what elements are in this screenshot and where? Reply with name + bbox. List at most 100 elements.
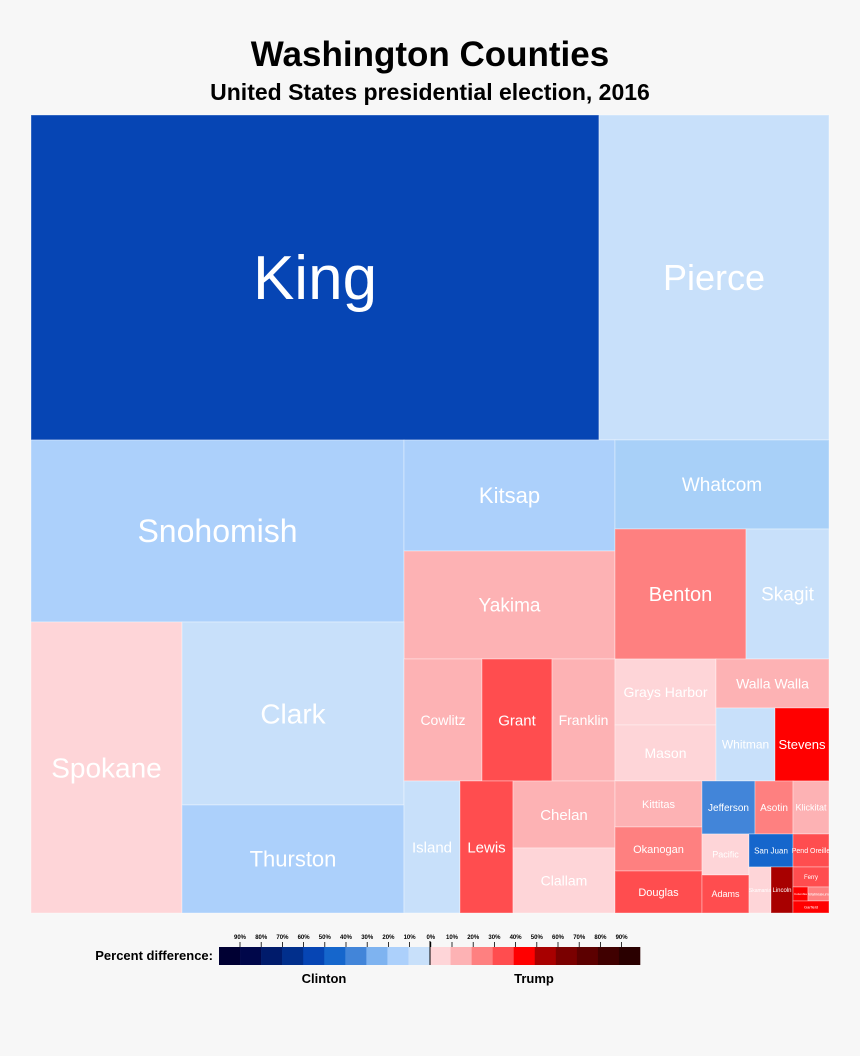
county-cell-mason bbox=[614, 724, 717, 782]
county-cell-san-juan bbox=[748, 833, 794, 868]
county-cell-franklin bbox=[551, 658, 616, 782]
county-label-snohomish: Snohomish bbox=[137, 513, 297, 549]
county-cell-pierce bbox=[598, 114, 830, 441]
legend-tick-label: 50% bbox=[531, 935, 544, 941]
county-label-lincoln: Lincoln bbox=[772, 888, 791, 894]
county-cell-garfield bbox=[792, 900, 830, 914]
county-cell-clallam bbox=[512, 847, 616, 914]
county-label-kitsap: Kitsap bbox=[479, 483, 540, 508]
legend-swatch bbox=[324, 947, 346, 965]
legend-tick-label: 70% bbox=[276, 935, 289, 941]
county-label-yakima: Yakima bbox=[479, 596, 541, 617]
county-cell-clark bbox=[181, 621, 405, 806]
treemap-cells: King Pierce Snohomish Kitsap Whatcom Yakima Be… bbox=[30, 114, 831, 914]
legend-swatch bbox=[513, 947, 536, 965]
county-label-kittitas: Kittitas bbox=[642, 799, 676, 811]
county-label-okanogan: Okanogan bbox=[633, 844, 684, 856]
county-label-pacific: Pacific bbox=[712, 850, 739, 860]
legend-tick-label: 30% bbox=[488, 935, 501, 941]
legend-swatch bbox=[303, 947, 325, 965]
legend-clinton-label: Clinton bbox=[302, 971, 347, 986]
legend-tick-label: 30% bbox=[361, 935, 374, 941]
county-cell-snohomish bbox=[30, 439, 405, 623]
county-cell-cowlitz bbox=[403, 658, 483, 782]
legend-trump-label: Trump bbox=[514, 971, 554, 986]
county-label-clallam: Clallam bbox=[541, 872, 588, 888]
county-cell-island bbox=[403, 780, 461, 914]
county-cell-king bbox=[30, 114, 600, 441]
legend-swatch bbox=[408, 947, 430, 965]
county-cell-lewis bbox=[459, 780, 514, 914]
legend-tick-label: 20% bbox=[467, 935, 480, 941]
county-label-walla-walla: Walla Walla bbox=[736, 675, 809, 691]
legend-tick-label: 40% bbox=[340, 935, 353, 941]
county-label-klickitat: Klickitat bbox=[795, 803, 827, 813]
county-label-cowlitz: Cowlitz bbox=[420, 712, 465, 728]
county-cell-yakima bbox=[403, 550, 616, 660]
legend-label: Percent difference: bbox=[95, 948, 213, 963]
legend-swatch bbox=[597, 947, 620, 965]
county-label-grays-harbor: Grays Harbor bbox=[623, 684, 707, 700]
county-cell-grant bbox=[481, 658, 553, 782]
county-label-grant: Grant bbox=[498, 712, 536, 729]
legend-swatch bbox=[618, 947, 641, 965]
legend-swatch bbox=[240, 947, 262, 965]
county-label-mason: Mason bbox=[644, 745, 686, 761]
legend-swatch bbox=[261, 947, 283, 965]
legend-tick-label: 0% bbox=[426, 935, 435, 941]
county-cell-whitman bbox=[715, 707, 776, 782]
legend-swatch bbox=[282, 947, 304, 965]
county-label-jefferson: Jefferson bbox=[708, 803, 749, 814]
county-cell-stevens bbox=[774, 707, 830, 782]
legend-tick-label: 70% bbox=[573, 935, 586, 941]
county-label-king: King bbox=[253, 244, 377, 313]
county-label-thurston: Thurston bbox=[250, 847, 337, 872]
county-label-skagit: Skagit bbox=[761, 585, 815, 606]
county-label-garfield: Garfield bbox=[804, 904, 818, 909]
legend-swatch bbox=[219, 947, 241, 965]
county-cell-asotin bbox=[754, 780, 794, 835]
county-label-adams: Adams bbox=[711, 889, 740, 899]
county-cell-skagit bbox=[745, 528, 830, 660]
legend-tick-label: 90% bbox=[234, 935, 247, 941]
legend-tick-label: 90% bbox=[616, 935, 629, 941]
county-label-ferry: Ferry bbox=[804, 875, 818, 881]
county-label-lewis: Lewis bbox=[467, 839, 505, 856]
legend-tick-label: 80% bbox=[255, 935, 268, 941]
legend-swatch bbox=[387, 947, 409, 965]
county-label-pierce: Pierce bbox=[663, 257, 765, 298]
county-label-franklin: Franklin bbox=[559, 712, 609, 728]
legend-tick-label: 40% bbox=[510, 935, 523, 941]
county-cell-whatcom bbox=[614, 439, 830, 530]
county-cell-spokane bbox=[30, 621, 183, 914]
county-cell-chelan bbox=[512, 780, 616, 849]
legend-swatch bbox=[576, 947, 599, 965]
county-cell-klickitat bbox=[792, 780, 830, 835]
legend-swatch bbox=[534, 947, 557, 965]
legend-swatch bbox=[555, 947, 578, 965]
county-label-stevens: Stevens bbox=[779, 737, 826, 752]
chart-subtitle: United States presidential election, 201… bbox=[210, 79, 650, 105]
county-cell-kitsap bbox=[403, 439, 616, 552]
county-label-island: Island bbox=[412, 839, 452, 856]
legend-tick-label: 80% bbox=[594, 935, 607, 941]
county-label-spokane: Spokane bbox=[51, 752, 162, 783]
chart-title: Washington Counties bbox=[251, 35, 609, 74]
legend-swatch bbox=[450, 947, 472, 965]
county-label-clark: Clark bbox=[260, 698, 326, 729]
county-label-wahkiakum: Wahkiakum bbox=[808, 891, 829, 896]
legend-tick-label: 60% bbox=[552, 935, 565, 941]
legend-tick-label: 50% bbox=[319, 935, 332, 941]
county-label-whatcom: Whatcom bbox=[682, 475, 762, 496]
legend-swatch bbox=[429, 947, 451, 965]
legend-tick-label: 60% bbox=[298, 935, 311, 941]
county-label-asotin: Asotin bbox=[760, 803, 788, 814]
county-label-chelan: Chelan bbox=[540, 807, 588, 824]
county-cell-okanogan bbox=[614, 826, 703, 872]
county-label-pend-oreille: Pend Oreille bbox=[792, 848, 831, 855]
county-label-benton: Benton bbox=[649, 584, 712, 606]
county-label-whitman: Whitman bbox=[722, 738, 769, 752]
legend-tick-label: 10% bbox=[404, 935, 417, 941]
legend-tick-label: 20% bbox=[382, 935, 395, 941]
